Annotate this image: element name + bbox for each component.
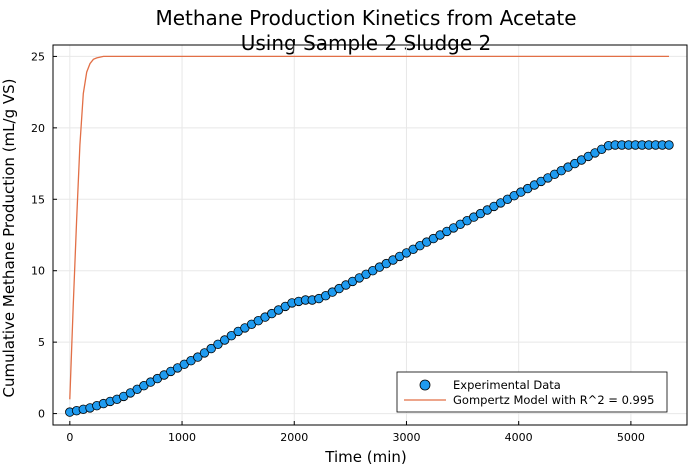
x-tick-label: 1000 [168, 431, 196, 444]
y-tick-label: 0 [38, 408, 45, 421]
legend-label-model: Gompertz Model with R^2 = 0.995 [453, 393, 655, 407]
y-axis-label: Cumulative Methane Production (mL/g VS) [0, 78, 18, 397]
x-axis-label: Time (min) [324, 448, 406, 466]
x-tick-label: 4000 [505, 431, 533, 444]
legend: Experimental Data Gompertz Model with R^… [396, 371, 668, 413]
x-tick-label: 3000 [392, 431, 420, 444]
experimental-data-point [219, 335, 230, 345]
experimental-data-point [193, 352, 203, 362]
axis-ticks: 0 1000 2000 3000 4000 5000 0 5 10 15 20 25 [31, 50, 645, 444]
y-tick-label: 10 [31, 265, 45, 278]
experimental-data-point [206, 343, 216, 354]
y-tick-label: 20 [31, 122, 45, 135]
experimental-data-point [213, 339, 223, 350]
chart-title-line-2: Using Sample 2 Sludge 2 [241, 31, 491, 55]
legend-box [396, 371, 668, 413]
series-layer [65, 55, 674, 417]
y-tick-label: 5 [38, 336, 45, 349]
plot-frame [52, 44, 688, 426]
legend-label-experimental: Experimental Data [453, 378, 561, 392]
gompertz-model-line [69, 55, 669, 400]
x-tick-label: 5000 [617, 431, 645, 444]
y-tick-label: 25 [31, 50, 45, 63]
experimental-data-point [226, 331, 237, 341]
experimental-data-point [199, 348, 210, 358]
chart-title-line-1: Methane Production Kinetics from Acetate [155, 6, 576, 30]
y-tick-label: 15 [31, 193, 45, 206]
x-tick-label: 2000 [280, 431, 308, 444]
x-tick-label: 0 [66, 431, 73, 444]
legend-marker-experimental [419, 379, 431, 391]
grid-lines [53, 45, 687, 425]
experimental-data-point [664, 140, 674, 150]
